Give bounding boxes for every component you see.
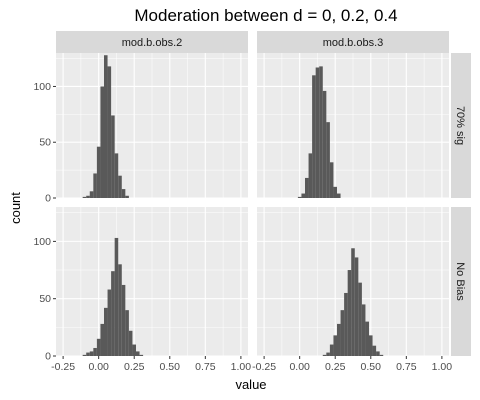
- histogram-bar: [305, 177, 309, 198]
- histogram-bar: [86, 352, 90, 356]
- histogram-bar: [333, 186, 337, 198]
- histogram-bar: [322, 90, 327, 198]
- row-strip-label: 70% sig: [454, 106, 466, 145]
- row-strip: [451, 53, 471, 198]
- histogram-bar: [326, 352, 330, 356]
- histogram-bar: [93, 173, 97, 198]
- histogram-bar: [86, 195, 90, 198]
- histogram-bar: [322, 354, 327, 356]
- histogram-bar: [118, 264, 122, 356]
- column-strip: [257, 31, 449, 53]
- histogram-bar: [312, 75, 316, 198]
- column-strip-label: mod.b.obs.3: [323, 37, 384, 49]
- x-axis-title: value: [235, 377, 266, 392]
- histogram-bar: [361, 304, 366, 356]
- x-tick-label: -0.25: [51, 361, 75, 373]
- histogram-bar: [111, 271, 115, 356]
- x-tick-label: 0.00: [88, 361, 109, 373]
- histogram-bar: [114, 237, 119, 356]
- x-tick-label: 0.75: [396, 361, 417, 373]
- histogram-bar: [89, 191, 94, 198]
- histogram-bar: [326, 122, 330, 198]
- x-tick-label: 0.00: [289, 361, 310, 373]
- histogram-bar: [369, 335, 373, 356]
- histogram-bar: [132, 344, 136, 356]
- histogram-bar: [358, 282, 362, 356]
- histogram-bar: [118, 175, 122, 198]
- histogram-bar: [301, 193, 305, 198]
- histogram-bar: [100, 86, 104, 198]
- histogram-bar: [372, 345, 377, 356]
- histogram-bar: [340, 310, 345, 356]
- y-tick-label: 0: [45, 193, 51, 205]
- histogram-bar: [351, 248, 355, 356]
- histogram-bar: [136, 351, 140, 356]
- column-strip: [56, 31, 248, 53]
- histogram-bar: [337, 323, 341, 356]
- histogram-bar: [125, 310, 129, 356]
- histogram-bar: [354, 257, 359, 356]
- histogram-bar: [297, 196, 302, 198]
- histogram-bar: [104, 307, 108, 356]
- histogram-bar: [96, 146, 101, 198]
- histogram-bar: [379, 354, 384, 356]
- x-tick-label: 0.50: [361, 361, 382, 373]
- x-tick-label: 0.50: [160, 361, 181, 373]
- histogram-bar: [100, 323, 104, 356]
- panels-layer: mod.b.obs.2 mod.b.obs.3 70% sig No Bias 0 50 1…: [33, 31, 471, 373]
- x-tick-label: 0.25: [124, 361, 145, 373]
- histogram-bar: [125, 195, 129, 198]
- histogram-bar: [104, 55, 108, 198]
- histogram-bar: [121, 284, 126, 356]
- y-tick-label: 100: [33, 81, 51, 93]
- x-tick-label: -0.25: [252, 361, 276, 373]
- histogram-bar: [89, 351, 94, 356]
- histogram-bar: [347, 270, 352, 356]
- histogram-bar: [82, 354, 87, 356]
- histogram-bar: [376, 351, 380, 356]
- histogram-bar: [139, 354, 144, 356]
- row-strip-label: No Bias: [454, 262, 466, 301]
- x-tick-label: 0.75: [195, 361, 216, 373]
- histogram-bar: [128, 330, 133, 356]
- histogram-bar: [329, 162, 334, 198]
- histogram-bar: [93, 347, 97, 356]
- chart-title: Moderation between d = 0, 0.2, 0.4: [134, 6, 397, 25]
- histogram-bar: [337, 193, 341, 198]
- column-strip-label: mod.b.obs.2: [122, 37, 183, 49]
- histogram-bar: [365, 321, 369, 356]
- histogram-bar: [107, 66, 112, 198]
- histogram-bar: [114, 153, 119, 198]
- histogram-bar: [308, 153, 313, 198]
- y-tick-label: 100: [33, 236, 51, 248]
- row-strip: [451, 207, 471, 356]
- x-tick-label: 1.00: [432, 361, 453, 373]
- x-tick-label: 0.25: [325, 361, 346, 373]
- y-tick-label: 0: [45, 351, 51, 363]
- histogram-bar: [82, 196, 87, 198]
- histogram-bar: [315, 67, 320, 198]
- y-tick-label: 50: [39, 293, 51, 305]
- histogram-bar: [344, 292, 348, 356]
- histogram-bar: [111, 115, 115, 198]
- y-axis-title: count: [8, 192, 23, 224]
- histogram-bar: [107, 289, 112, 356]
- histogram-bar: [96, 338, 101, 356]
- histogram-bar: [333, 335, 337, 356]
- histogram-bar: [329, 344, 334, 356]
- histogram-bar: [121, 189, 126, 198]
- y-tick-label: 50: [39, 137, 51, 149]
- histogram-bar: [319, 66, 323, 198]
- x-tick-label: 1.00: [231, 361, 252, 373]
